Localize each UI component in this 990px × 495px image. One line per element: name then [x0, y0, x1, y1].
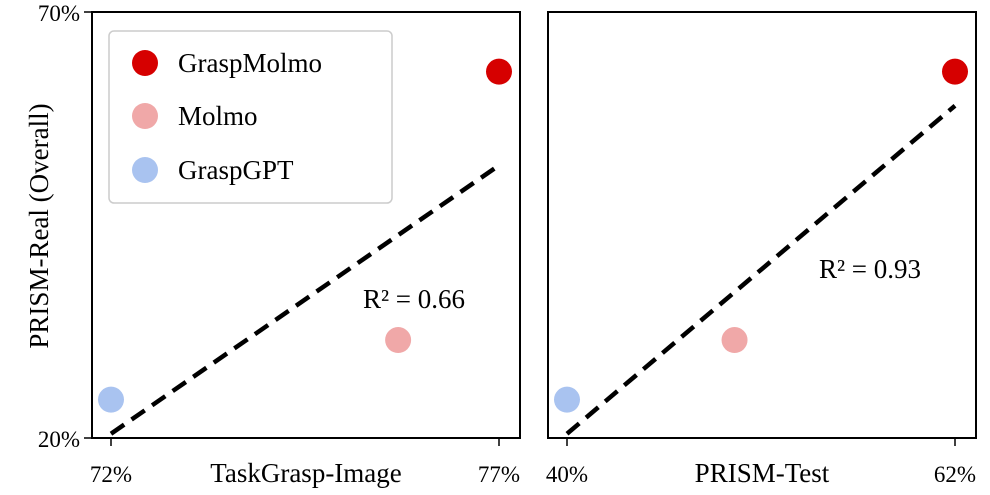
- plot-frame-taskgrasp: [91, 11, 521, 439]
- x-tick-label-taskgrasp: 72%: [90, 462, 132, 487]
- y-tick-label-taskgrasp: 70%: [38, 1, 80, 26]
- fit-line-taskgrasp: [109, 163, 501, 436]
- y-axis-label: PRISM-Real (Overall): [24, 103, 54, 348]
- legend-label-graspgpt: GraspGPT: [178, 155, 294, 185]
- x-axis-label-taskgrasp: TaskGrasp-Image: [210, 458, 402, 488]
- point-graspmolmo-prism-test: [942, 58, 968, 85]
- legend-marker-molmo: [132, 103, 158, 129]
- legend-label-graspmolmo: GraspMolmo: [178, 48, 322, 78]
- legend-label-molmo: Molmo: [178, 101, 258, 131]
- chart-marks-taskgrasp: 72% 77% 20% 70%: [38, 1, 520, 487]
- x-tick-label-prism-test: 40%: [546, 462, 588, 487]
- point-molmo-taskgrasp: [385, 327, 412, 354]
- fit-line-prism-test: [565, 104, 957, 436]
- point-graspgpt-taskgrasp: [98, 386, 124, 413]
- plot-frame-prism-test: [547, 11, 977, 439]
- fit-annotation-taskgrasp: R² = 0.66: [363, 284, 465, 314]
- point-graspgpt-prism-test: [554, 386, 580, 413]
- scatter-panel-taskgrasp: 72% 77% 20% 70% TaskGrasp-Image R² = 0.66: [38, 1, 521, 488]
- x-axis-label-prism-test: PRISM-Test: [695, 458, 830, 488]
- y-tick-label-taskgrasp: 20%: [38, 427, 80, 452]
- x-tick-label-prism-test: 62%: [934, 462, 976, 487]
- point-molmo-prism-test: [721, 327, 748, 354]
- legend-box: [108, 30, 393, 204]
- scatter-panel-prism-test: 40% 62% PRISM-Test R² = 0.93: [546, 11, 977, 488]
- legend-marker-graspgpt: [132, 157, 158, 183]
- chart-marks-prism-test: 40% 62%: [546, 58, 976, 487]
- legend-marker-graspmolmo: [132, 50, 158, 76]
- legend: GraspMolmo Molmo GraspGPT: [108, 30, 393, 204]
- fit-annotation-prism-test: R² = 0.93: [819, 254, 921, 284]
- point-graspmolmo-taskgrasp: [486, 58, 512, 85]
- x-tick-label-taskgrasp: 77%: [478, 462, 520, 487]
